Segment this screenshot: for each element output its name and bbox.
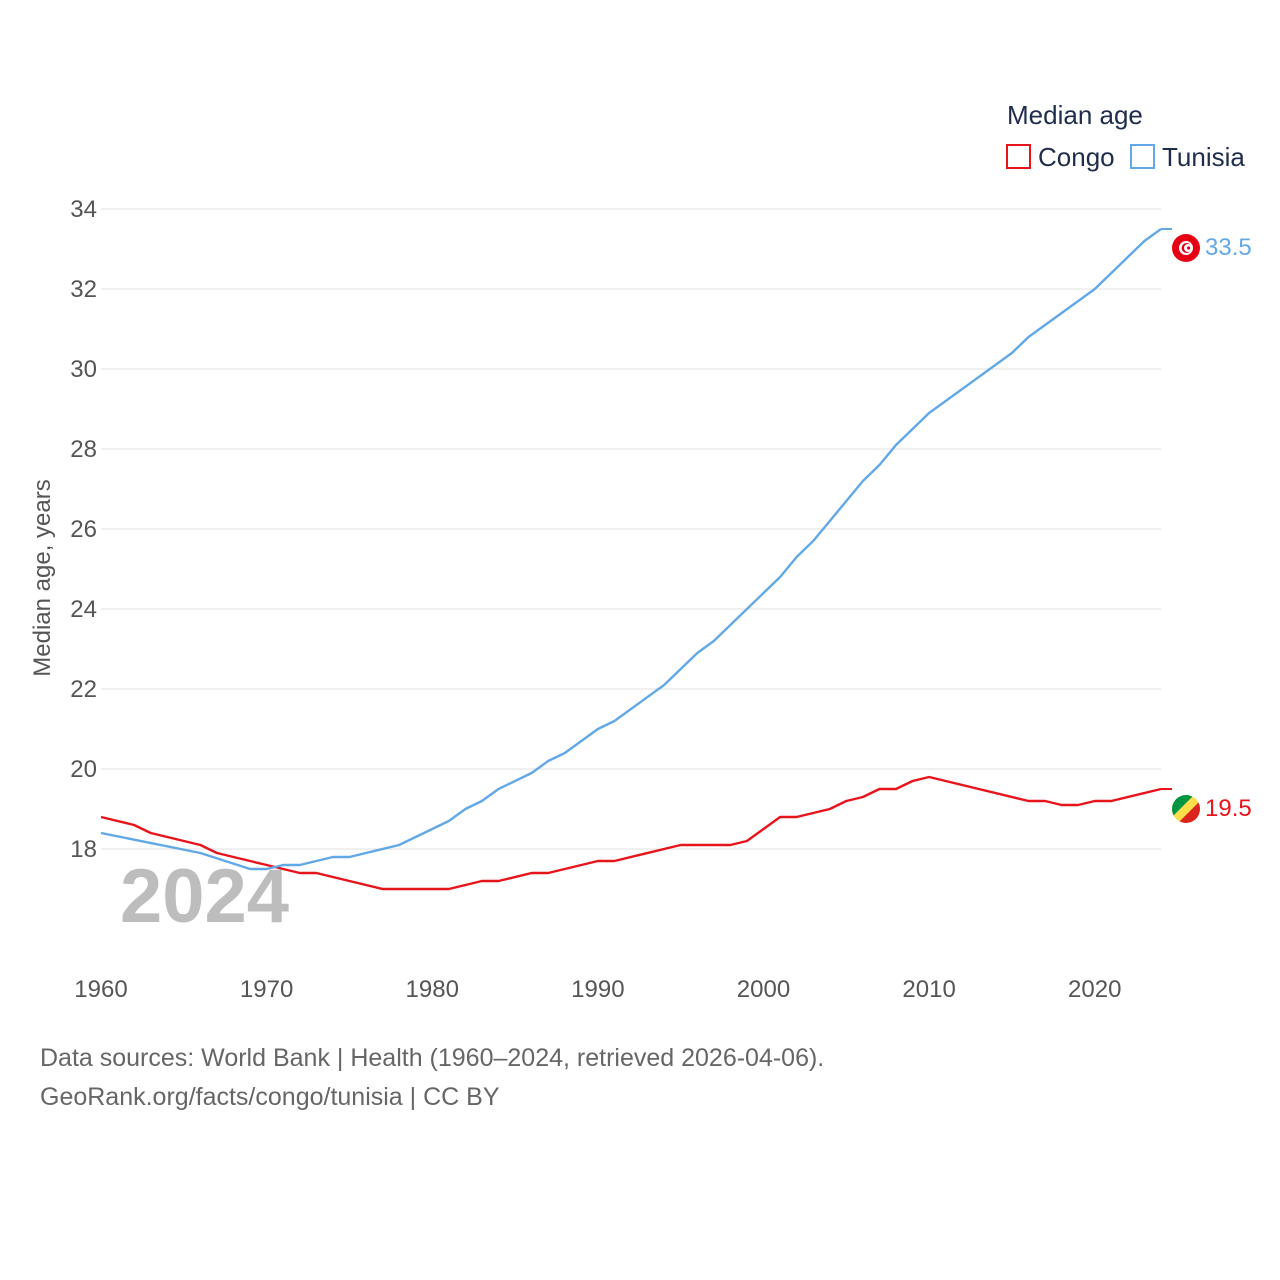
y-tick-label: 22 [70,676,97,703]
y-tick-label: 24 [70,596,97,623]
series-line-tunisia[interactable] [100,228,1162,871]
legend-swatch-tunisia [1130,144,1155,169]
y-tick-label: 32 [70,276,97,303]
legend-item-tunisia[interactable]: Tunisia [1130,142,1245,172]
x-tick-label: 2020 [1068,976,1121,1003]
x-tick-label: 1960 [74,976,127,1003]
y-tick-label: 28 [70,436,97,463]
legend-label-congo: Congo [1038,142,1115,172]
x-axis-ticks: 1960 1970 1980 1990 2000 2010 2020 [74,976,1121,1003]
y-axis-ticks: 18 20 22 24 26 28 30 32 34 [70,196,97,863]
grid-lines [101,208,1161,850]
series-lines [100,228,1172,891]
y-tick-label: 26 [70,516,97,543]
end-value-congo: 19.5 [1205,795,1252,822]
legend-label-tunisia: Tunisia [1162,142,1245,172]
x-tick-label: 1990 [571,976,624,1003]
y-tick-label: 34 [70,196,97,223]
x-tick-label: 2010 [902,976,955,1003]
legend-swatch-congo [1006,144,1031,169]
y-tick-label: 20 [70,756,97,783]
x-tick-label: 1970 [240,976,293,1003]
x-tick-label: 1980 [406,976,459,1003]
year-watermark: 2024 [120,854,289,939]
y-tick-label: 18 [70,836,97,863]
y-axis-title: Median age, years [29,479,56,676]
congo-flag-icon [1172,795,1200,823]
credit-line[interactable]: GeoRank.org/facts/congo/tunisia | CC BY [40,1083,500,1111]
legend-item-congo[interactable]: Congo [1006,142,1115,172]
series-line-congo[interactable] [100,775,1162,891]
tunisia-flag-icon [1172,234,1200,262]
legend: Median age Congo Tunisia [1006,100,1245,172]
legend-title: Median age [1007,100,1143,130]
source-line: Data sources: World Bank | Health (1960–… [40,1044,825,1072]
y-tick-label: 30 [70,356,97,383]
end-value-tunisia: 33.5 [1205,234,1252,261]
x-tick-label: 2000 [737,976,790,1003]
